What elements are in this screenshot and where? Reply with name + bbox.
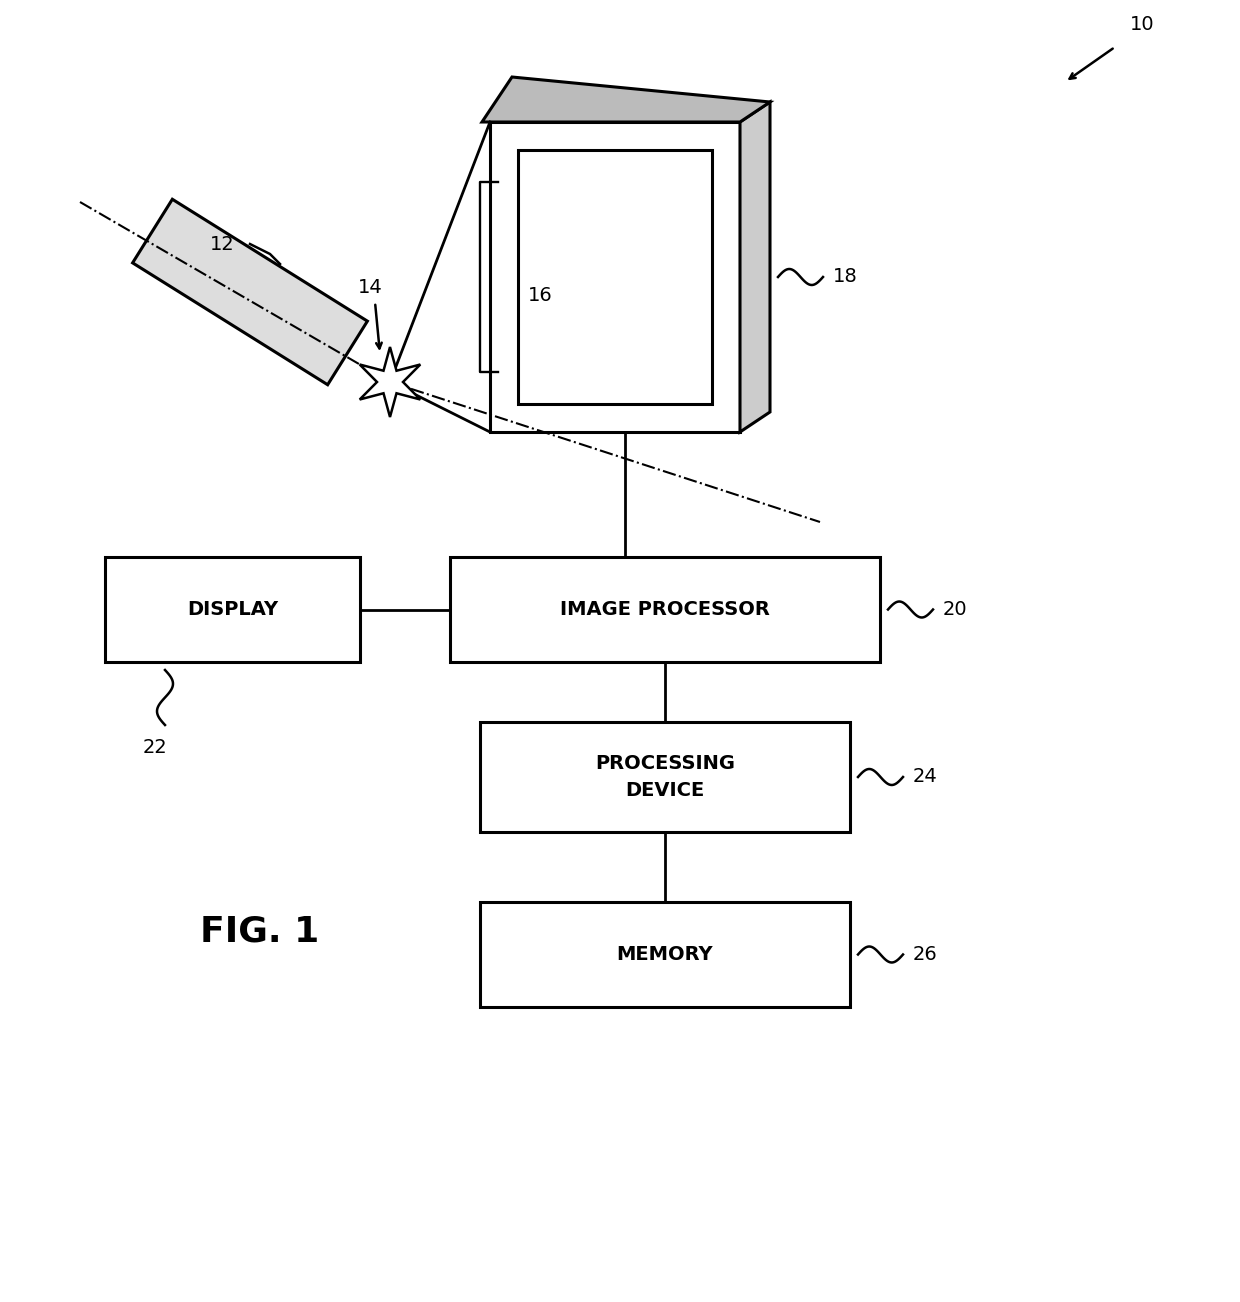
Text: 20: 20 [942,600,967,618]
Bar [480,902,849,1006]
Text: 16: 16 [528,286,552,305]
Text: DISPLAY: DISPLAY [187,600,278,618]
Text: 14: 14 [357,279,382,297]
Text: 18: 18 [833,267,858,286]
Text: PROCESSING
DEVICE: PROCESSING DEVICE [595,754,735,799]
Bar [480,723,849,832]
Text: 26: 26 [913,945,937,963]
Bar [450,557,880,661]
Polygon shape [740,102,770,432]
Text: 24: 24 [913,767,937,786]
Text: MEMORY: MEMORY [616,945,713,963]
Text: IMAGE PROCESSOR: IMAGE PROCESSOR [560,600,770,618]
Text: 22: 22 [143,738,167,756]
Bar [490,122,740,432]
Text: 12: 12 [211,234,236,254]
Bar [105,557,360,661]
Text: 10: 10 [1130,16,1154,34]
Polygon shape [482,77,770,122]
Polygon shape [360,348,420,417]
Bar [518,150,712,404]
Polygon shape [133,199,367,385]
Text: FIG. 1: FIG. 1 [201,915,320,949]
